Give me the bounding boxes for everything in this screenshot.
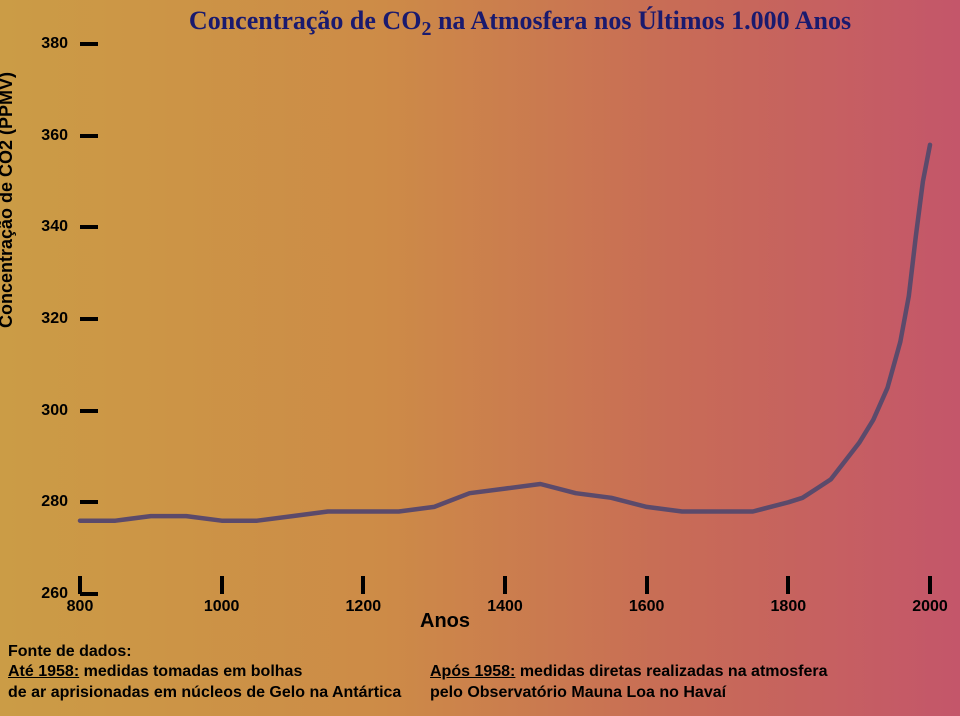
x-tick-label: 1600	[629, 598, 665, 616]
footer-line2-rest: medidas tomadas em bolhas	[79, 663, 302, 680]
x-tick-label: 1800	[771, 598, 807, 616]
title-sub: 2	[421, 18, 431, 40]
footer-line2: Até 1958: medidas tomadas em bolhas	[8, 662, 401, 683]
y-tick-label: 320	[41, 310, 68, 328]
x-tick-label: 1400	[487, 598, 523, 616]
co2-series-line	[80, 145, 930, 521]
x-tick-label: 800	[67, 598, 94, 616]
y-tick-label: 380	[41, 35, 68, 53]
footer-line3: de ar aprisionadas em núcleos de Gelo na…	[8, 683, 401, 704]
footer-right-line1: Após 1958: medidas diretas realizadas na…	[430, 662, 828, 683]
y-tick-label: 340	[41, 218, 68, 236]
chart-title: Concentração de CO2 na Atmosfera nos Últ…	[100, 6, 940, 41]
footer-source-right: Após 1958: medidas diretas realizadas na…	[430, 662, 828, 704]
y-axis-label: Concentração de CO2 (PPMV)	[0, 72, 17, 328]
title-pre: Concentração de CO	[189, 6, 422, 35]
footer-source-left: Fonte de dados: Até 1958: medidas tomada…	[8, 642, 401, 704]
footer-until-1958: Até 1958:	[8, 663, 79, 680]
x-tick-label: 1200	[346, 598, 382, 616]
footer-right-line2: pelo Observatório Mauna Loa no Havaí	[430, 683, 828, 704]
x-axis-label: Anos	[420, 610, 470, 633]
y-tick-label: 280	[41, 493, 68, 511]
footer-line1: Fonte de dados:	[8, 642, 401, 663]
footer-after-1958: Após 1958:	[430, 663, 515, 680]
title-post: na Atmosfera nos Últimos 1.000 Anos	[431, 6, 851, 35]
x-tick-label: 2000	[912, 598, 948, 616]
y-tick-label: 360	[41, 127, 68, 145]
x-tick-label: 1000	[204, 598, 240, 616]
y-tick-label: 260	[41, 585, 68, 603]
co2-line-chart	[80, 44, 930, 594]
y-tick-label: 300	[41, 402, 68, 420]
footer-right-line1-rest: medidas diretas realizadas na atmosfera	[515, 663, 827, 680]
